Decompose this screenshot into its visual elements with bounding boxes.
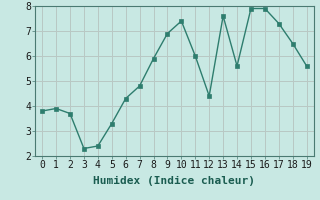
X-axis label: Humidex (Indice chaleur): Humidex (Indice chaleur) xyxy=(93,176,255,186)
